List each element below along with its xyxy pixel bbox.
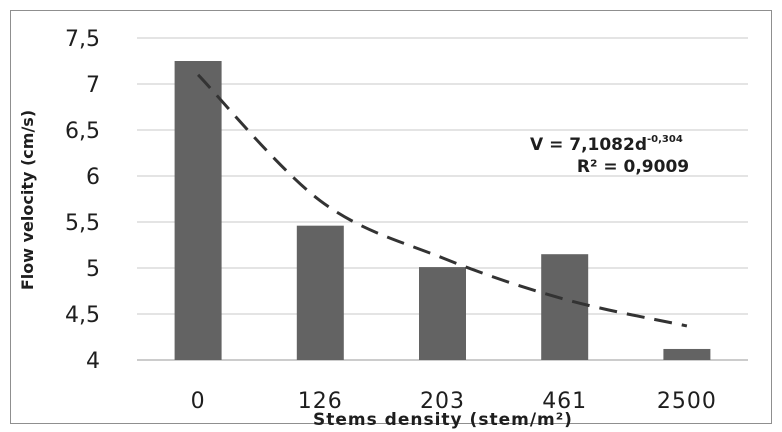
x-tick-label: 126 xyxy=(298,389,343,414)
bars xyxy=(174,61,711,360)
bar xyxy=(174,61,222,360)
x-tick-label: 0 xyxy=(191,389,206,414)
equation-base: V = 7,1082d xyxy=(530,135,647,155)
y-tick-label: 7,5 xyxy=(65,27,100,52)
bar xyxy=(663,348,711,360)
gridlines xyxy=(137,37,748,361)
x-axis-ticks: 0 126 203 461 2500 xyxy=(191,389,717,414)
x-axis-title: Stems density (stem/m²) xyxy=(313,410,573,430)
x-tick-label: 203 xyxy=(420,389,465,414)
x-tick-label: 461 xyxy=(542,389,587,414)
y-tick-label: 4,5 xyxy=(65,303,100,328)
y-axis-title: Flow velocity (cm/s) xyxy=(18,110,37,290)
x-tick-label: 2500 xyxy=(657,389,717,414)
y-axis-ticks: 4 4,5 5 5,5 6 6,5 7 7,5 xyxy=(65,27,100,374)
trendline-equation: V = 7,1082d-0,304 xyxy=(530,134,683,155)
y-tick-label: 6 xyxy=(86,165,100,190)
chart-frame xyxy=(10,10,772,424)
bar xyxy=(541,254,589,360)
equation-exponent: -0,304 xyxy=(647,134,683,145)
y-tick-label: 5 xyxy=(86,257,100,282)
r-squared-label: R² = 0,9009 xyxy=(577,157,689,177)
y-tick-label: 7 xyxy=(86,73,100,98)
bar xyxy=(296,225,344,360)
trendline-layer xyxy=(197,73,688,328)
y-tick-label: 6,5 xyxy=(65,119,100,144)
y-tick-label: 4 xyxy=(86,349,100,374)
bar xyxy=(419,267,466,360)
trendline xyxy=(197,73,688,328)
y-tick-label: 5,5 xyxy=(65,211,100,236)
